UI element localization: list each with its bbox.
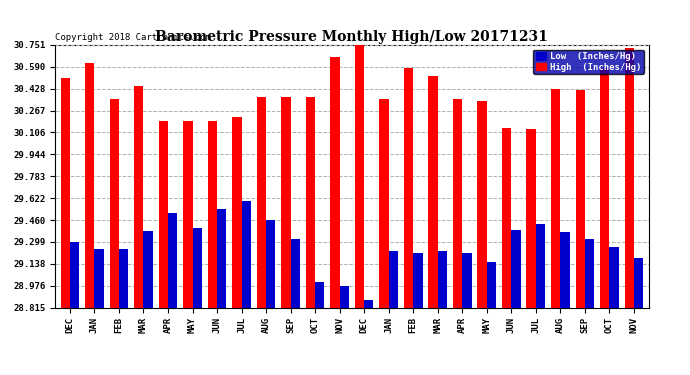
Text: Copyright 2018 Cartronics.com: Copyright 2018 Cartronics.com bbox=[55, 33, 211, 42]
Bar bbox=[634, 258, 643, 308]
Bar bbox=[560, 232, 570, 308]
Bar bbox=[168, 213, 177, 308]
Bar bbox=[600, 68, 609, 308]
Bar bbox=[388, 251, 398, 308]
Bar bbox=[585, 239, 594, 308]
Bar bbox=[257, 97, 266, 308]
Bar bbox=[526, 129, 536, 308]
Bar bbox=[144, 231, 152, 308]
Bar bbox=[233, 117, 241, 308]
Bar bbox=[85, 63, 95, 308]
Bar bbox=[428, 76, 437, 308]
Bar bbox=[315, 282, 324, 308]
Bar bbox=[134, 86, 144, 308]
Bar bbox=[453, 99, 462, 308]
Bar bbox=[339, 286, 349, 308]
Bar bbox=[95, 249, 103, 308]
Bar bbox=[159, 121, 168, 308]
Bar bbox=[437, 251, 447, 308]
Legend: Low  (Inches/Hg), High  (Inches/Hg): Low (Inches/Hg), High (Inches/Hg) bbox=[533, 50, 644, 74]
Bar bbox=[217, 209, 226, 308]
Bar bbox=[462, 253, 471, 308]
Bar bbox=[380, 99, 388, 308]
Bar bbox=[575, 90, 585, 308]
Bar bbox=[477, 101, 486, 308]
Bar bbox=[624, 48, 634, 308]
Bar bbox=[551, 88, 560, 308]
Bar bbox=[413, 253, 422, 308]
Bar bbox=[110, 99, 119, 308]
Bar bbox=[61, 78, 70, 308]
Bar bbox=[208, 121, 217, 308]
Bar bbox=[266, 220, 275, 308]
Bar bbox=[193, 228, 202, 308]
Bar bbox=[609, 247, 619, 308]
Bar bbox=[306, 97, 315, 308]
Bar bbox=[290, 239, 300, 308]
Bar bbox=[502, 128, 511, 308]
Bar bbox=[486, 262, 496, 308]
Title: Barometric Pressure Monthly High/Low 20171231: Barometric Pressure Monthly High/Low 201… bbox=[155, 30, 549, 44]
Bar bbox=[511, 230, 520, 308]
Bar bbox=[364, 300, 373, 307]
Bar bbox=[404, 68, 413, 308]
Bar bbox=[70, 242, 79, 308]
Bar bbox=[241, 201, 251, 308]
Bar bbox=[536, 224, 545, 308]
Bar bbox=[184, 121, 193, 308]
Bar bbox=[331, 57, 339, 308]
Bar bbox=[355, 45, 364, 308]
Bar bbox=[282, 97, 290, 308]
Bar bbox=[119, 249, 128, 308]
